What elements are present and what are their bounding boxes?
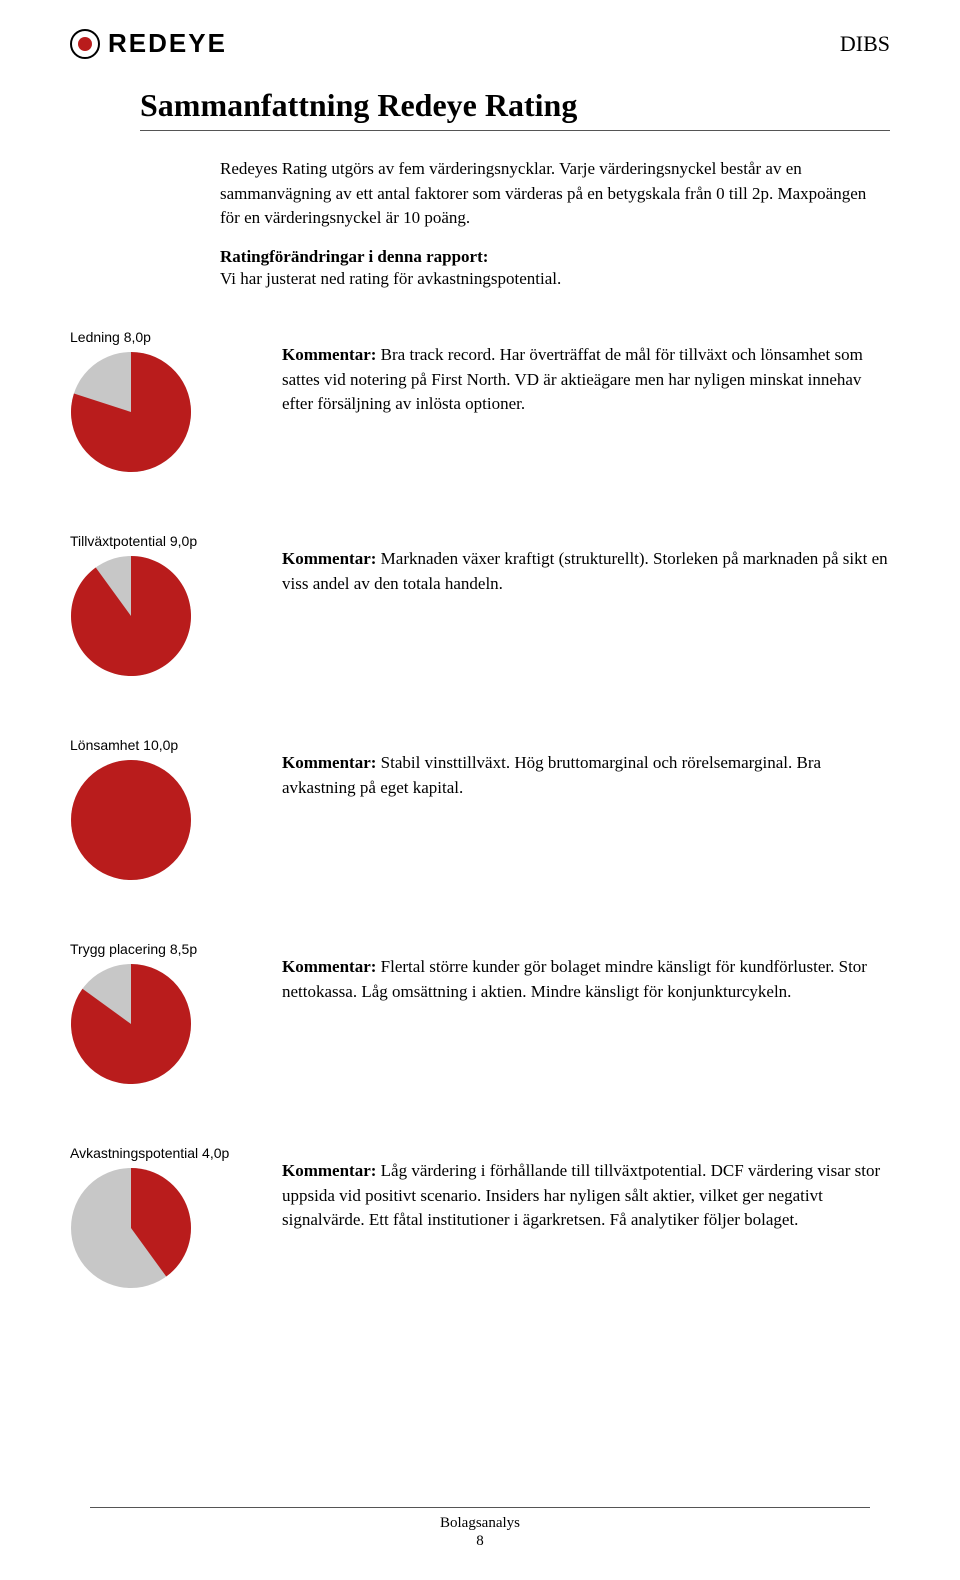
pie-column: Ledning 8,0p [70,329,252,473]
pie-chart [70,963,192,1085]
pie-label: Lönsamhet 10,0p [70,737,252,753]
rating-comment: Kommentar: Bra track record. Har överträ… [282,329,890,417]
rating-item: Lönsamhet 10,0p Kommentar: Stabil vinstti… [70,737,890,881]
rating-item: Ledning 8,0p Kommentar: Bra track record.… [70,329,890,473]
pie-column: Trygg placering 8,5p [70,941,252,1085]
pie-label: Ledning 8,0p [70,329,252,345]
pie-chart [70,555,192,677]
comment-label: Kommentar: [282,345,381,364]
rating-item: Avkastningspotential 4,0p Kommentar: Låg … [70,1145,890,1289]
rating-item: Tillväxtpotential 9,0p Kommentar: Marknad… [70,533,890,677]
pie-label: Avkastningspotential 4,0p [70,1145,252,1161]
bullseye-inner-icon [78,37,92,51]
page-footer: Bolagsanalys 8 [70,1507,890,1550]
rating-changes-text: Vi har justerat ned rating för avkastnin… [220,269,890,289]
rating-comment: Kommentar: Flertal större kunder gör bol… [282,941,890,1004]
rating-changes-heading: Ratingförändringar i denna rapport: [220,247,890,267]
footer-line2: 8 [476,1533,484,1549]
page: REDEYE DIBS Sammanfattning Redeye Rating… [0,0,960,1560]
pie-column: Tillväxtpotential 9,0p [70,533,252,677]
company-name: DIBS [840,31,890,57]
rating-changes-block: Ratingförändringar i denna rapport: Vi h… [220,247,890,289]
pie-chart [70,351,192,473]
page-title: Sammanfattning Redeye Rating [140,87,890,131]
comment-label: Kommentar: [282,753,381,772]
comment-label: Kommentar: [282,957,381,976]
pie-chart [70,1167,192,1289]
footer-text: Bolagsanalys 8 [70,1508,890,1550]
comment-label: Kommentar: [282,549,381,568]
pie-column: Lönsamhet 10,0p [70,737,252,881]
page-header: REDEYE DIBS [70,28,890,59]
footer-line1: Bolagsanalys [440,1515,520,1531]
comment-label: Kommentar: [282,1161,381,1180]
rating-comment: Kommentar: Låg värdering i förhållande t… [282,1145,890,1233]
pie-label: Trygg placering 8,5p [70,941,252,957]
pie-label: Tillväxtpotential 9,0p [70,533,252,549]
pie-column: Avkastningspotential 4,0p [70,1145,252,1289]
intro-paragraph: Redeyes Rating utgörs av fem värderingsn… [220,157,890,231]
logo-text: REDEYE [108,28,227,59]
rating-comment: Kommentar: Marknaden växer kraftigt (str… [282,533,890,596]
ratings-list: Ledning 8,0p Kommentar: Bra track record.… [70,329,890,1289]
rating-comment: Kommentar: Stabil vinsttillväxt. Hög bru… [282,737,890,800]
rating-item: Trygg placering 8,5p Kommentar: Flertal s… [70,941,890,1085]
redeye-logo: REDEYE [70,28,227,59]
pie-chart [70,759,192,881]
bullseye-icon [70,29,100,59]
